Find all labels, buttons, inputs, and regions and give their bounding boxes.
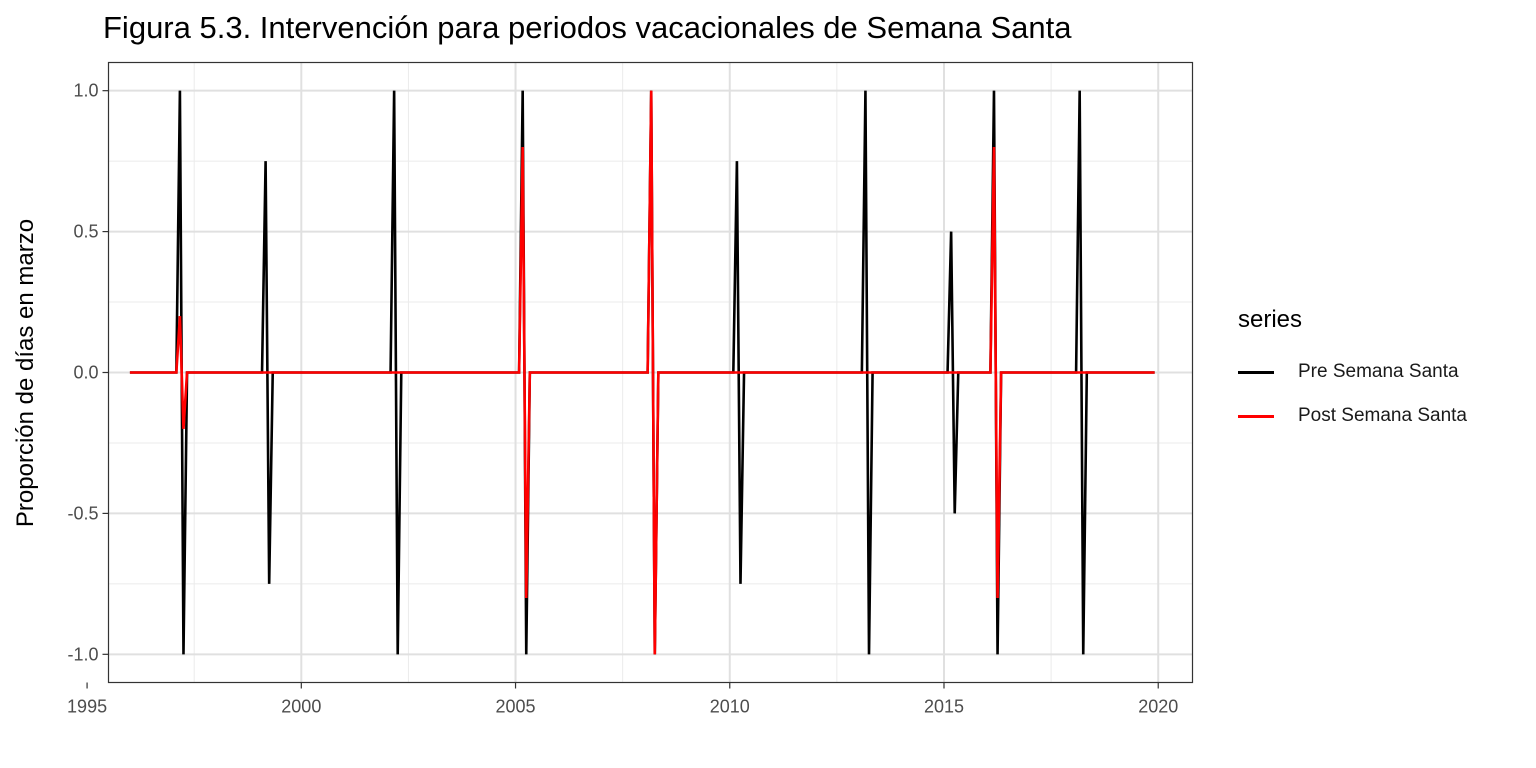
- x-tick-label: 1995: [67, 697, 107, 717]
- x-tick-label: 2005: [496, 697, 536, 717]
- legend-item-pre: Pre Semana Santa: [1238, 350, 1467, 394]
- y-tick-label: 1.0: [73, 81, 98, 101]
- x-tick-label: 2000: [281, 697, 321, 717]
- legend: series Pre Semana Santa Post Semana Sant…: [1238, 306, 1467, 438]
- series-line-1: [129, 90, 1155, 655]
- legend-label-post: Post Semana Santa: [1298, 405, 1467, 426]
- series-layer: [129, 90, 1155, 655]
- y-tick-label: 0.0: [73, 363, 98, 383]
- y-tick-label: -0.5: [67, 503, 98, 523]
- y-axis: -1.0 -0.5 0.0 0.5 1.0: [67, 81, 109, 664]
- chart-title: Figura 5.3. Intervención para periodos v…: [103, 10, 1072, 45]
- y-tick-label: 0.5: [73, 222, 98, 242]
- legend-key-pre: [1238, 370, 1274, 374]
- legend-item-post: Post Semana Santa: [1238, 394, 1467, 438]
- legend-title: series: [1238, 306, 1303, 333]
- x-axis: 1995 2000 2005 2010 2015 2020: [67, 682, 1178, 717]
- y-axis-label: Proporción de días en marzo: [12, 219, 39, 527]
- x-tick-label: 2010: [710, 697, 750, 717]
- x-tick-label: 2020: [1138, 697, 1178, 717]
- y-tick-label: -1.0: [67, 644, 98, 664]
- legend-key-post: [1238, 414, 1274, 418]
- legend-label-pre: Pre Semana Santa: [1298, 361, 1459, 382]
- x-tick-label: 2015: [924, 697, 964, 717]
